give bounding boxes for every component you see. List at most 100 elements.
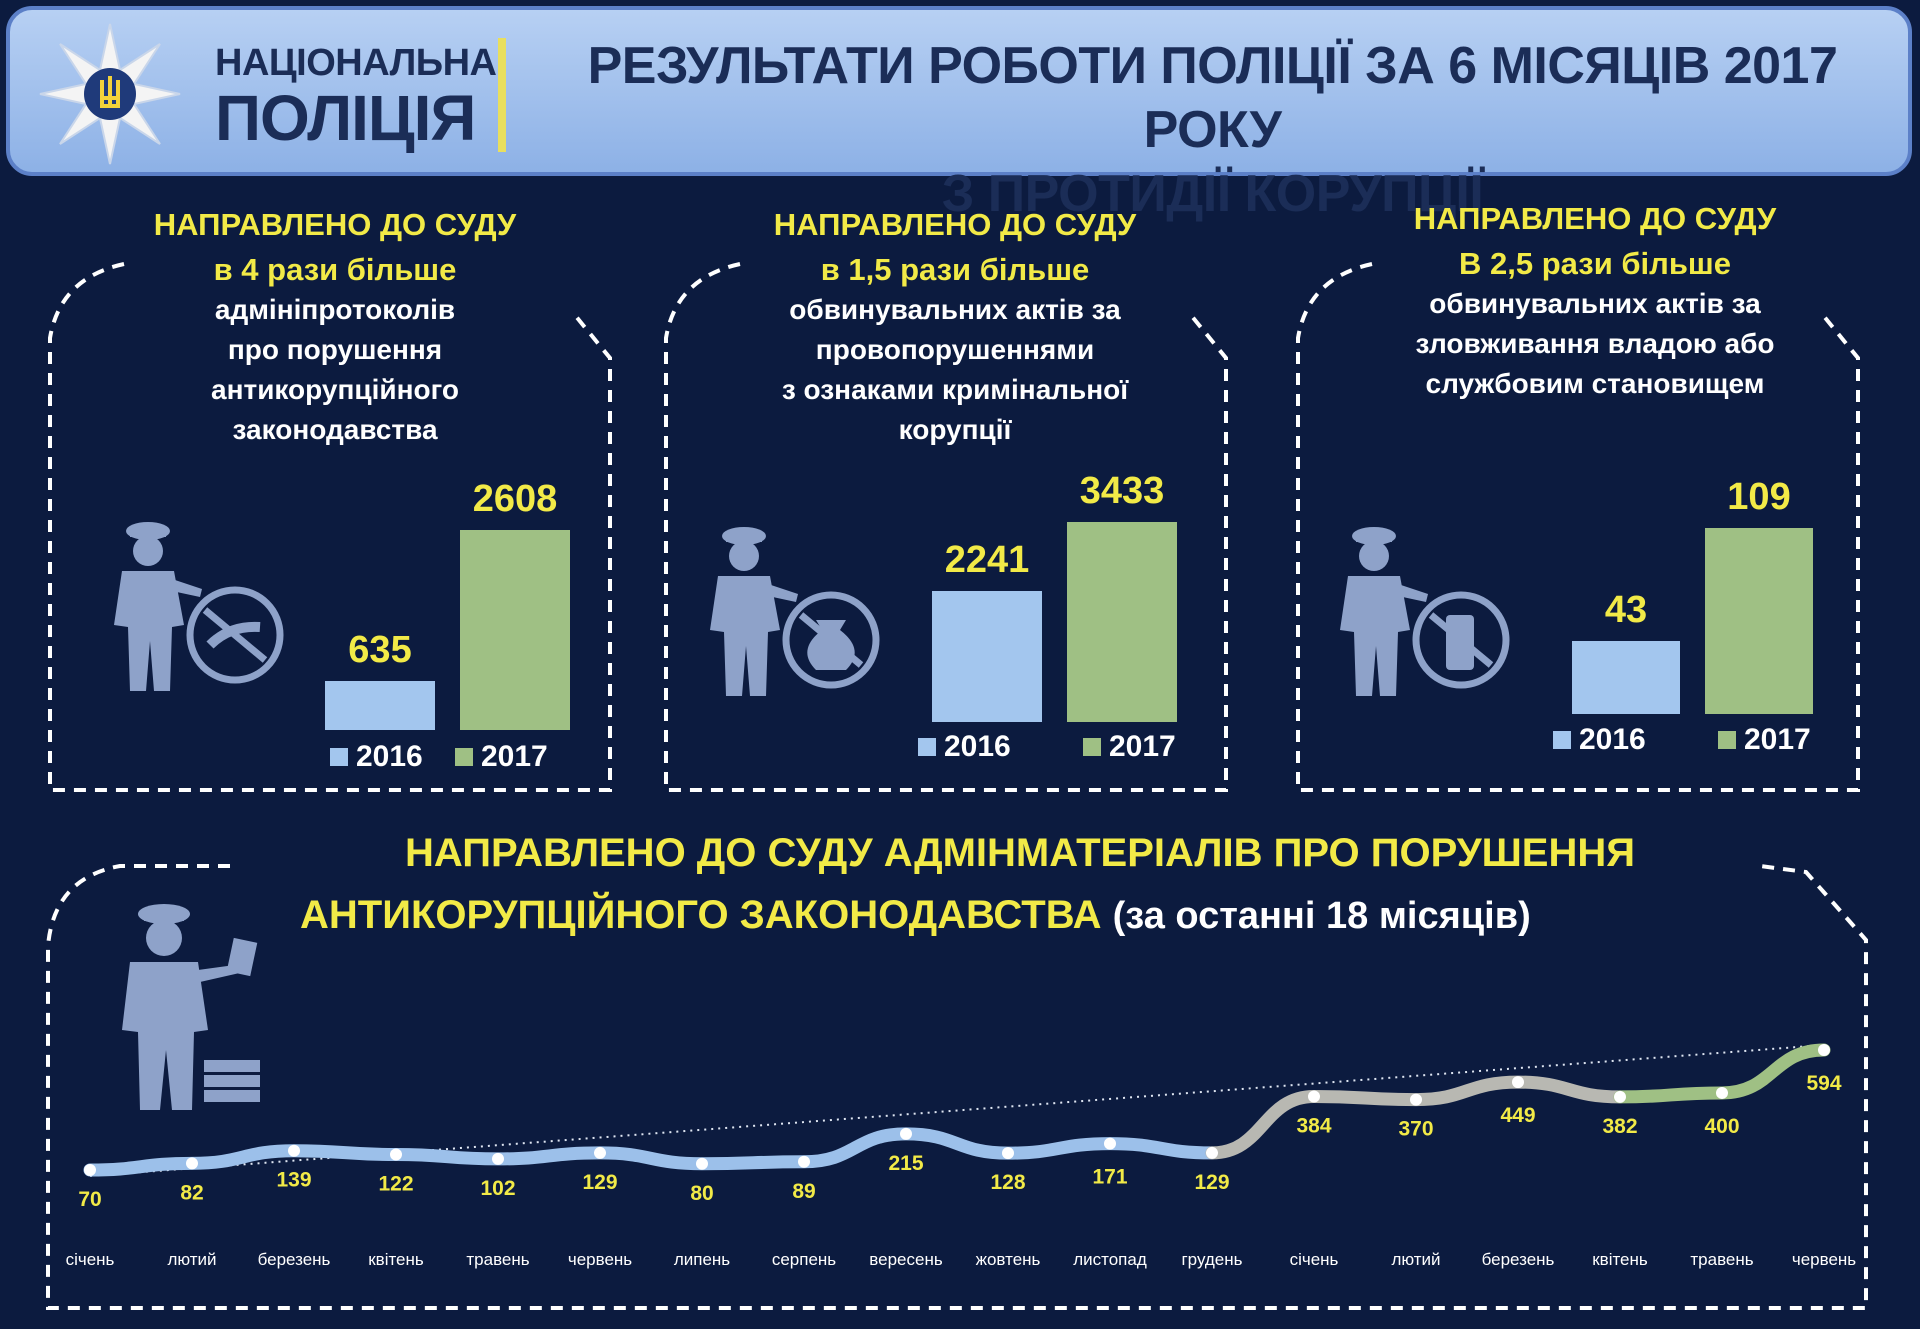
x-tick-label: квітень bbox=[1592, 1250, 1648, 1269]
data-point-label: 382 bbox=[1602, 1115, 1637, 1138]
panel2-title: НАПРАВЛЕНО ДО СУДУ в 1,5 рази більше обв… bbox=[720, 206, 1190, 450]
x-tick-label: квітень bbox=[368, 1250, 424, 1269]
data-point bbox=[288, 1144, 300, 1157]
data-point bbox=[900, 1127, 912, 1140]
panel2-line3: з ознаками кримінальної bbox=[781, 373, 1129, 405]
panel2-line1: обвинувальних актів за bbox=[789, 293, 1121, 325]
data-point-label: 129 bbox=[1194, 1171, 1229, 1194]
legend-swatch bbox=[1553, 731, 1571, 749]
bar-2017 bbox=[1705, 528, 1813, 714]
panel-frame bbox=[664, 262, 1228, 792]
legend-swatch bbox=[918, 738, 936, 756]
data-point bbox=[1308, 1090, 1320, 1103]
legend-label: 2016 bbox=[356, 740, 423, 773]
data-point-label: 70 bbox=[78, 1188, 101, 1211]
line-chart-title: НАПРАВЛЕНО ДО СУДУ АДМІНМАТЕРІАЛІВ ПРО П… bbox=[300, 822, 1700, 947]
data-point-label: 122 bbox=[378, 1172, 413, 1195]
line-chart-18-months: 70 січень 82 лютий 139 березень 122 квітень 102 т… bbox=[66, 1043, 1856, 1269]
police-officer-no-cash-icon bbox=[1340, 527, 1510, 696]
panel1-line3: антикорупційного bbox=[211, 373, 459, 405]
legend-item-2016: 2016 bbox=[918, 730, 1011, 764]
legend-swatch bbox=[1083, 738, 1101, 756]
panel3-line1: обвинувальних актів за bbox=[1429, 287, 1761, 319]
police-star-emblem-icon bbox=[39, 23, 181, 165]
x-tick-label: жовтень bbox=[976, 1250, 1041, 1269]
panel2-line4: корупції bbox=[898, 413, 1012, 445]
bar-value-label: 43 bbox=[1604, 588, 1648, 631]
bar-2016 bbox=[1572, 640, 1680, 714]
police-officer-no-money-bag-icon bbox=[710, 527, 880, 696]
legend-item-2017: 2017 bbox=[1083, 730, 1176, 764]
data-point bbox=[798, 1155, 810, 1168]
series-line-2016 bbox=[83, 1127, 1219, 1177]
x-tick-label: січень bbox=[1290, 1250, 1339, 1269]
panel1-subtitle: в 4 рази більше bbox=[213, 251, 457, 287]
line-chart-title-note: (за останні 18 місяців) bbox=[1112, 895, 1531, 937]
brand-line1: НАЦІОНАЛЬНА bbox=[215, 42, 497, 84]
bar-value-label: 3433 bbox=[1079, 470, 1165, 512]
data-point bbox=[1206, 1146, 1218, 1159]
panel3-subtitle: В 2,5 рази більше bbox=[1459, 245, 1731, 281]
panel3-line3: службовим становищем bbox=[1425, 367, 1765, 399]
bar-2017 bbox=[1067, 522, 1177, 722]
legend-item-2016: 2016 bbox=[330, 740, 423, 774]
x-tick-label: червень bbox=[568, 1250, 632, 1269]
bar-value-label: 2608 bbox=[472, 478, 558, 520]
bar-2017 bbox=[460, 530, 570, 730]
data-point-label: 102 bbox=[480, 1177, 515, 1200]
x-tick-label: березень bbox=[1482, 1250, 1555, 1269]
panel2-line2: провопорушеннями bbox=[815, 333, 1095, 365]
stat-panel-2 bbox=[660, 258, 1232, 798]
data-point bbox=[492, 1152, 504, 1165]
panel3-title: НАПРАВЛЕНО ДО СУДУ В 2,5 рази більше обв… bbox=[1360, 200, 1830, 404]
panel-frame bbox=[1296, 262, 1860, 792]
panel1-line2: про порушення bbox=[227, 333, 443, 365]
x-tick-label: вересень bbox=[869, 1250, 943, 1269]
page-title: РЕЗУЛЬТАТИ РОБОТИ ПОЛІЦІЇ ЗА 6 МІСЯЦІВ 2… bbox=[515, 34, 1910, 226]
bar-2016 bbox=[932, 591, 1042, 722]
data-point bbox=[1614, 1090, 1626, 1103]
legend-label: 2016 bbox=[944, 730, 1011, 763]
data-point-label: 129 bbox=[582, 1171, 617, 1194]
stat-panel-1 bbox=[44, 258, 616, 798]
panel1-title: НАПРАВЛЕНО ДО СУДУ в 4 рази більше адмін… bbox=[100, 206, 570, 450]
data-point bbox=[1818, 1043, 1830, 1056]
panel1-line1: адмініпротоколів bbox=[214, 293, 456, 325]
data-point bbox=[1002, 1147, 1014, 1160]
line-chart-title-line1: НАПРАВЛЕНО ДО СУДУ АДМІНМАТЕРІАЛІВ ПРО П… bbox=[405, 831, 1635, 875]
bar-value-label: 635 bbox=[348, 629, 412, 672]
panel3-heading: НАПРАВЛЕНО ДО СУДУ bbox=[1413, 201, 1777, 236]
legend-label: 2017 bbox=[1109, 730, 1176, 763]
data-point bbox=[390, 1148, 402, 1161]
data-point bbox=[84, 1164, 96, 1176]
legend-item-2016: 2016 bbox=[1553, 723, 1646, 757]
page-title-line1: РЕЗУЛЬТАТИ РОБОТИ ПОЛІЦІЇ ЗА 6 МІСЯЦІВ 2… bbox=[587, 37, 1838, 159]
bar-value-label: 109 bbox=[1727, 476, 1791, 518]
legend-item-2017: 2017 bbox=[1718, 723, 1811, 757]
data-point bbox=[186, 1157, 198, 1170]
data-point bbox=[1104, 1137, 1116, 1150]
trend-line bbox=[89, 1044, 1825, 1177]
x-tick-label: серпень bbox=[772, 1250, 836, 1269]
legend-swatch bbox=[455, 748, 473, 766]
header-divider bbox=[498, 38, 506, 152]
data-point bbox=[594, 1146, 606, 1159]
page-title-line2: З ПРОТИДІЇ КОРУПЦІЇ bbox=[941, 165, 1484, 223]
header-banner: НАЦІОНАЛЬНА ПОЛІЦІЯ РЕЗУЛЬТАТИ РОБОТИ ПО… bbox=[6, 6, 1912, 223]
data-point-label: 384 bbox=[1296, 1114, 1331, 1137]
data-point bbox=[1716, 1086, 1728, 1099]
legend-label: 2017 bbox=[1744, 723, 1811, 756]
legend-swatch bbox=[330, 748, 348, 766]
x-tick-label: лютий bbox=[167, 1250, 216, 1269]
legend-label: 2016 bbox=[1579, 723, 1646, 756]
brand-line2: ПОЛІЦІЯ bbox=[215, 82, 476, 154]
x-tick-label: листопад bbox=[1073, 1250, 1147, 1269]
data-point bbox=[1410, 1093, 1422, 1106]
x-tick-label: травень bbox=[1690, 1250, 1753, 1269]
x-tick-label: березень bbox=[258, 1250, 331, 1269]
stat-panel-3 bbox=[1292, 258, 1864, 798]
x-tick-label: грудень bbox=[1181, 1250, 1242, 1269]
data-point-label: 171 bbox=[1092, 1166, 1127, 1189]
data-point-label: 89 bbox=[792, 1180, 815, 1203]
data-point-label: 82 bbox=[180, 1181, 203, 1204]
